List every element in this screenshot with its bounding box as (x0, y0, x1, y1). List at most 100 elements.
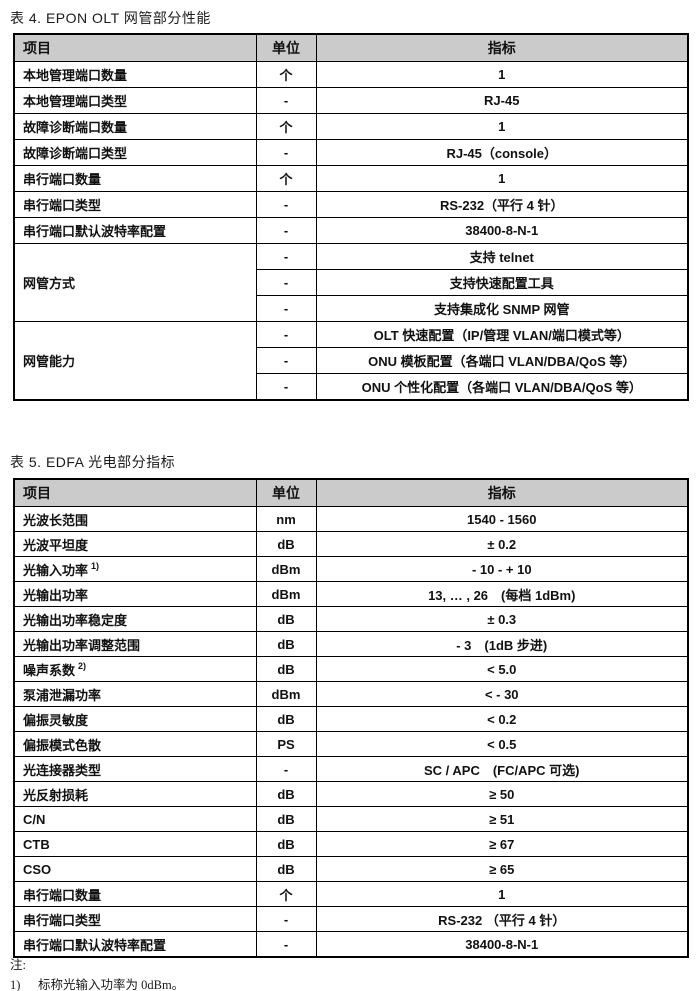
footnote-ref (51, 860, 54, 870)
item-cell: 故障诊断端口数量 (13, 113, 257, 140)
unit-cell: dBm (255, 681, 317, 707)
footnote-ref (88, 711, 91, 721)
unit-cell: dB (255, 531, 317, 557)
table5-title: 表 5. EDFA 光电部分指标 (10, 454, 176, 470)
table-row: 偏振灵敏度 dB < 0.2 (13, 706, 689, 732)
unit-cell: - (255, 347, 317, 374)
footnote-ref (88, 536, 91, 546)
table4-title: 表 4. EPON OLT 网管部分性能 (10, 10, 211, 26)
unit-cell: dB (255, 856, 317, 882)
table-row: 光输出功率稳定度 dB ± 0.3 (13, 606, 689, 632)
item-cell: 串行端口默认波特率配置 (13, 217, 257, 244)
unit-cell: dB (255, 781, 317, 807)
unit-cell: dB (255, 706, 317, 732)
table-row: 网管方式 - 支持 telnet (13, 243, 689, 322)
value-cell: < 0.2 (315, 706, 689, 732)
value-cell: OLT 快速配置（IP/管理 VLAN/端口模式等） (315, 321, 689, 348)
item-cell: 串行端口数量 (13, 881, 257, 907)
table4-header-row: 项目 单位 指标 (13, 33, 689, 62)
item-cell: 光输入功率 1) (13, 556, 257, 582)
item-cell: 本地管理端口类型 (13, 87, 257, 114)
table-row: 噪声系数 2) dB < 5.0 (13, 656, 689, 682)
value-cell: 1 (315, 881, 689, 907)
value-cell: 支持 telnet (315, 243, 689, 270)
item-cell: 光输出功率调整范围 (13, 631, 257, 657)
item-cell: 噪声系数 2) (13, 656, 257, 682)
table-row: 网管能力 - OLT 快速配置（IP/管理 VLAN/端口模式等） (13, 321, 689, 401)
column-header-unit: 单位 (255, 478, 317, 507)
table-row: 串行端口数量 个 1 (13, 881, 689, 907)
item-cell: 泵浦泄漏功率 (13, 681, 257, 707)
footnote-ref (166, 936, 169, 946)
value-cell: 38400-8-N-1 (315, 931, 689, 958)
unit-cell: dB (255, 831, 317, 857)
unit-cell: dB (255, 606, 317, 632)
column-header-item: 项目 (13, 33, 257, 62)
value-cell: ≥ 51 (315, 806, 689, 832)
item-cell-merged: 网管能力 (13, 321, 257, 401)
item-cell: 偏振模式色散 (13, 731, 257, 757)
table-row: 光输出功率调整范围 dB - 3 (1dB 步进) (13, 631, 689, 657)
item-cell: 串行端口类型 (13, 191, 257, 218)
unit-cell: - (255, 295, 317, 322)
table-row: 串行端口默认波特率配置 - 38400-8-N-1 (13, 931, 689, 958)
value-cell: < - 30 (315, 681, 689, 707)
column-header-unit: 单位 (255, 33, 317, 62)
value-cell: ≥ 65 (315, 856, 689, 882)
unit-cell: dBm (255, 581, 317, 607)
footnote-ref (50, 835, 53, 845)
notes-label: 注: (10, 958, 26, 972)
value-cell: ONU 模板配置（各端口 VLAN/DBA/QoS 等） (315, 347, 689, 374)
table-row: 偏振模式色散 PS < 0.5 (13, 731, 689, 757)
value-cell: ± 0.3 (315, 606, 689, 632)
footnote-ref: 1) (91, 561, 100, 572)
value-cell: 支持快速配置工具 (315, 269, 689, 296)
footnote-1: 1) 标称光输入功率为 0dBm。 (10, 974, 184, 991)
value-cell: RS-232 （平行 4 针） (315, 906, 689, 932)
table-row: 本地管理端口数量 个 1 (13, 61, 689, 88)
unit-cell: - (255, 373, 317, 401)
value-cell: ± 0.2 (315, 531, 689, 557)
unit-cell: dBm (255, 556, 317, 582)
item-cell: 光波平坦度 (13, 531, 257, 557)
item-cell: 光连接器类型 (13, 756, 257, 782)
table-row: - ONU 模板配置（各端口 VLAN/DBA/QoS 等） (14, 347, 689, 374)
table5-header-row: 项目 单位 指标 (13, 478, 689, 507)
table-row: CTB dB ≥ 67 (13, 831, 689, 857)
unit-cell: - (255, 756, 317, 782)
item-cell: CSO (13, 856, 257, 882)
footnote-ref (88, 511, 91, 521)
item-cell: 偏振灵敏度 (13, 706, 257, 732)
table-row: 故障诊断端口数量 个 1 (13, 113, 689, 140)
table4-epon-olt-nms: 项目 单位 指标 本地管理端口数量 个 1 本地管理端口类型 - RJ-45 故… (13, 33, 689, 401)
footnote-ref (140, 636, 143, 646)
item-cell: 光波长范围 (13, 506, 257, 532)
value-cell: ONU 个性化配置（各端口 VLAN/DBA/QoS 等） (315, 373, 689, 401)
value-cell: 1540 - 1560 (315, 506, 689, 532)
table-row: CSO dB ≥ 65 (13, 856, 689, 882)
value-cell: 13, … , 26 (每档 1dBm) (315, 581, 689, 607)
value-cell: ≥ 67 (315, 831, 689, 857)
column-header-item: 项目 (13, 478, 257, 507)
table-row: 光输出功率 dBm 13, … , 26 (每档 1dBm) (13, 581, 689, 607)
table-row: - 支持集成化 SNMP 网管 (14, 295, 689, 322)
unit-cell: dB (255, 656, 317, 682)
unit-cell: - (255, 269, 317, 296)
unit-cell: - (255, 139, 317, 166)
unit-cell: dB (255, 631, 317, 657)
value-cell: - 10 - + 10 (315, 556, 689, 582)
unit-cell: 个 (255, 165, 317, 192)
footnote-ref (127, 611, 130, 621)
item-cell: 串行端口类型 (13, 906, 257, 932)
unit-cell: 个 (255, 113, 317, 140)
value-cell: RS-232（平行 4 针） (315, 191, 689, 218)
column-header-value: 指标 (315, 478, 689, 507)
unit-cell: - (255, 906, 317, 932)
table-row: 光波平坦度 dB ± 0.2 (13, 531, 689, 557)
footnote-ref (101, 911, 104, 921)
unit-cell: - (255, 217, 317, 244)
table-row: 光输入功率 1) dBm - 10 - + 10 (13, 556, 689, 582)
footnote-ref (88, 586, 91, 596)
unit-cell: PS (255, 731, 317, 757)
